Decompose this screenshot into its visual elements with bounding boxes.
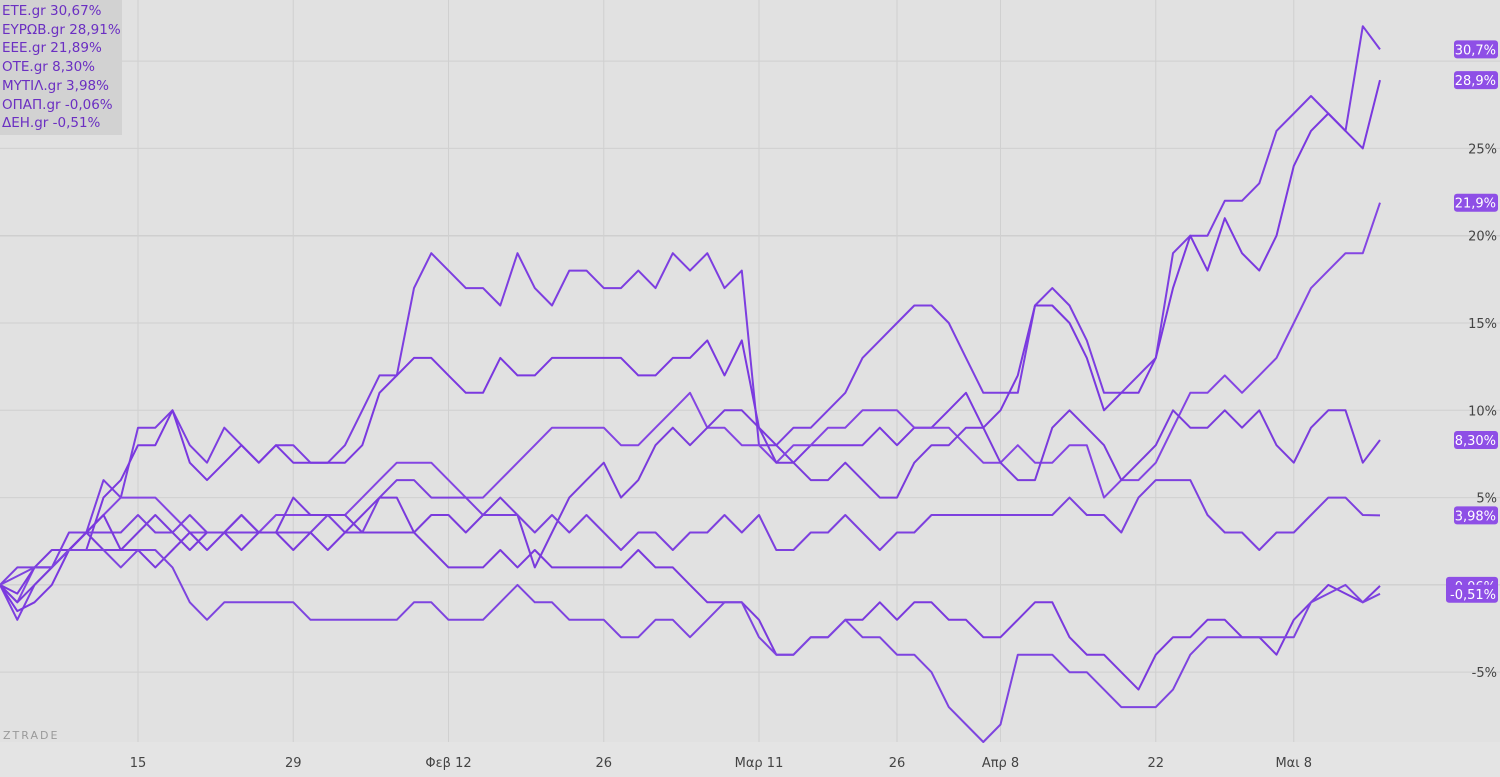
series-line xyxy=(0,479,1381,586)
tag-bg xyxy=(1446,584,1498,603)
y-tick-label: 10% xyxy=(1468,404,1497,419)
legend-item: ΕΤΕ.gr 30,67% xyxy=(2,3,102,19)
legend: ΕΤΕ.gr 30,67% ΕΥΡΩΒ.gr 28,91% ΕΕΕ.gr 21,89… xyxy=(0,0,122,135)
series-end-tag: 3,98% xyxy=(1454,506,1498,525)
tag-label: -0,51% xyxy=(1450,588,1496,603)
y-tick-label: 20% xyxy=(1468,230,1497,245)
tag-bg xyxy=(1454,40,1498,59)
y-tick-label: 25% xyxy=(1468,142,1497,157)
series-line xyxy=(0,496,1381,691)
x-tick-label: Μαρ 11 xyxy=(735,756,784,771)
y-tick-label: 15% xyxy=(1468,317,1497,332)
tag-label: 8,30% xyxy=(1455,434,1496,449)
series-line xyxy=(0,549,1381,743)
axis-layer: -5% 5% 10% 15% 20% 25% 15 29 Φεβ 12 26 Μαρ 11 26 Απρ… xyxy=(130,142,1497,771)
legend-item: ΔΕΗ.gr -0,51% xyxy=(2,115,101,132)
tag-bg xyxy=(1454,71,1498,90)
series-end-tag: -0,51% xyxy=(1446,584,1498,603)
series-line xyxy=(0,409,1381,604)
tag-layer: 30,7%28,9%21,9%8,30%3,98%-0,06%-0,51% xyxy=(1446,40,1498,603)
x-tick-label: Μαι 8 xyxy=(1275,756,1312,771)
x-tick-label: 22 xyxy=(1147,756,1164,771)
series-end-tag: 8,30% xyxy=(1454,430,1498,449)
legend-item: ΟΤΕ.gr 8,30% xyxy=(2,59,95,76)
y-tick-label: 5% xyxy=(1476,492,1497,507)
legend-item: ΕΕΕ.gr 21,89% xyxy=(2,40,102,57)
series-layer xyxy=(0,25,1381,743)
tag-bg xyxy=(1454,430,1498,449)
series-line xyxy=(0,202,1381,604)
tag-bg xyxy=(1454,506,1498,525)
tag-label: 21,9% xyxy=(1455,197,1496,212)
series-line xyxy=(0,25,1381,621)
series-end-tag: 21,9% xyxy=(1454,193,1498,212)
tag-label: 28,9% xyxy=(1455,74,1496,89)
tag-label: 3,98% xyxy=(1455,509,1496,524)
legend-item: ΜΥΤΙΛ.gr 3,98% xyxy=(2,77,109,94)
x-tick-label: 15 xyxy=(130,756,147,771)
x-axis-strip xyxy=(0,742,1500,777)
series-line xyxy=(0,79,1381,613)
x-tick-label: Φεβ 12 xyxy=(425,756,471,771)
series-end-tag: 30,7% xyxy=(1454,40,1498,59)
x-tick-label: Απρ 8 xyxy=(982,756,1019,771)
x-tick-label: 26 xyxy=(889,756,906,771)
legend-item: ΟΠΑΠ.gr -0,06% xyxy=(2,96,113,113)
x-tick-label: 26 xyxy=(595,756,612,771)
tag-label: 30,7% xyxy=(1455,43,1496,58)
watermark: ZTRADE xyxy=(3,729,60,742)
series-end-tag: 28,9% xyxy=(1454,71,1498,90)
tag-bg xyxy=(1454,193,1498,212)
x-tick-label: 29 xyxy=(285,756,302,771)
y-tick-label: -5% xyxy=(1472,666,1497,681)
legend-item: ΕΥΡΩΒ.gr 28,91% xyxy=(2,21,121,38)
